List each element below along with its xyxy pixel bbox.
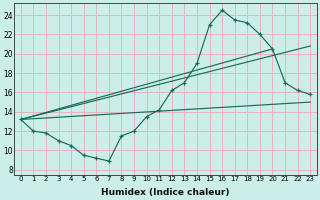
X-axis label: Humidex (Indice chaleur): Humidex (Indice chaleur) — [101, 188, 230, 197]
